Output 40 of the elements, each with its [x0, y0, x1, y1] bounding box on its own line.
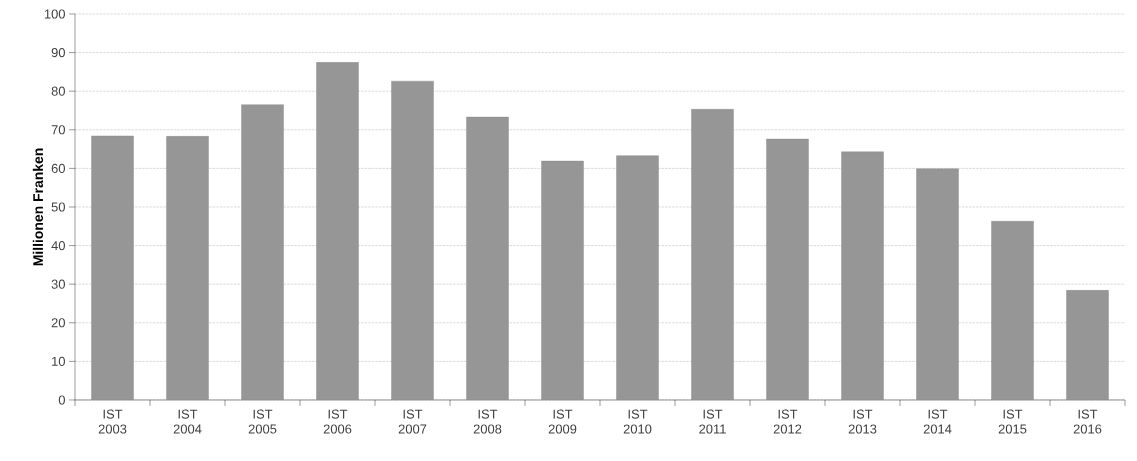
y-tick-label: 80: [51, 86, 65, 96]
bar: [1066, 290, 1109, 400]
x-tick-label: IST 2005: [248, 409, 277, 434]
bar: [691, 109, 734, 400]
y-tick-label: 20: [51, 318, 65, 328]
bar: [541, 160, 584, 400]
x-tick-label: IST 2013: [848, 409, 877, 434]
y-axis-title: Millionen Franken: [32, 148, 44, 266]
x-tick-label: IST 2014: [923, 409, 952, 434]
bar: [766, 138, 809, 400]
y-tick-label: 70: [51, 125, 65, 135]
y-tick-label: 50: [51, 202, 65, 212]
x-tick-label: IST 2007: [398, 409, 427, 434]
bar: [241, 104, 284, 400]
x-tick-label: IST 2010: [623, 409, 652, 434]
x-tick-label: IST 2016: [1073, 409, 1102, 434]
y-tick-label: 10: [52, 356, 65, 366]
y-tick-label: 0: [58, 395, 65, 405]
bar: [91, 135, 134, 400]
x-tick-label: IST 2008: [473, 409, 502, 434]
x-tick-label: IST 2003: [98, 409, 127, 434]
bar: [391, 80, 434, 400]
y-tick-label: 100: [44, 9, 65, 19]
bar: [916, 168, 959, 400]
bar: [466, 116, 509, 400]
bar: [991, 221, 1034, 400]
y-tick-label: 60: [51, 163, 65, 173]
x-tick-label: IST 2006: [323, 409, 352, 434]
y-tick-label: 40: [51, 241, 65, 251]
x-tick-label: IST 2011: [699, 409, 726, 434]
bar: [316, 62, 359, 400]
x-tick-label: IST 2012: [773, 409, 802, 434]
x-tick-label: IST 2009: [548, 409, 577, 434]
bar: [166, 136, 209, 400]
bar: [616, 155, 659, 400]
x-tick-label: IST 2004: [173, 409, 202, 434]
x-tick-label: IST 2015: [998, 409, 1027, 434]
y-tick-label: 30: [51, 279, 65, 289]
y-tick-label: 90: [51, 48, 65, 58]
bar: [841, 151, 884, 400]
